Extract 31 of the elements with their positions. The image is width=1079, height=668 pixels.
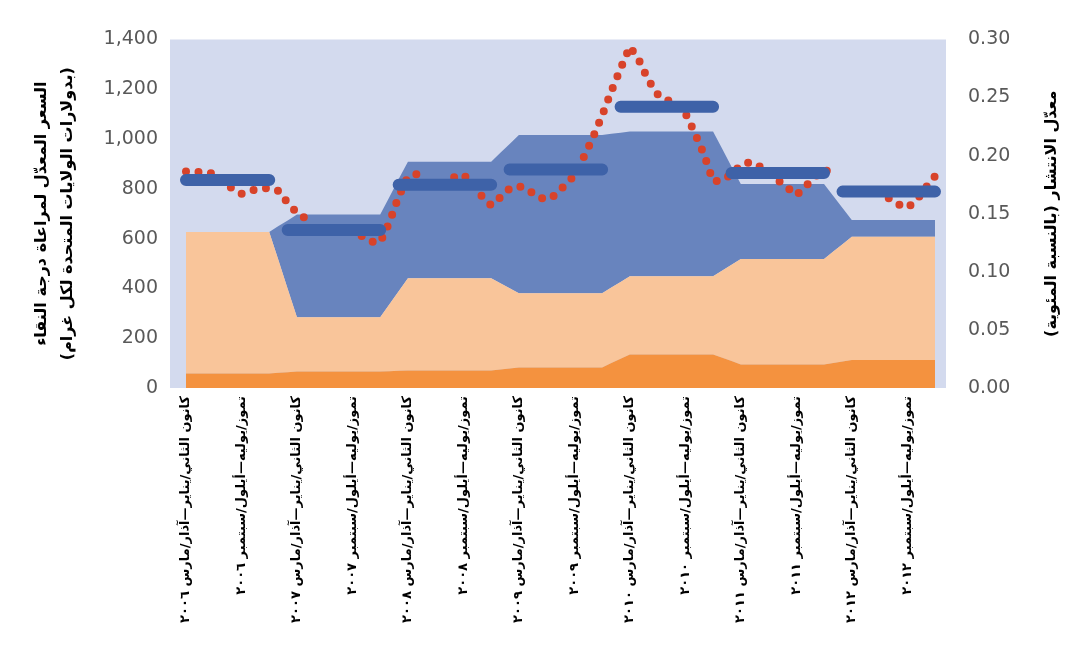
y-tick-label: 200: [121, 325, 158, 348]
x-tick-label: كانون الثاني/يناير—آذار/مارس ٢٠١٠: [620, 395, 637, 623]
x-tick-label: تموز/يوليه—أيلول/سبتمبر ٢٠١١: [786, 396, 803, 595]
y2-tick-label: 0.15: [968, 200, 1011, 223]
y-tick-label: 400: [121, 275, 158, 298]
y2-tick-label: 0.25: [968, 84, 1011, 107]
x-tick-label: تموز/يوليه—أيلول/سبتمبر ٢٠٠٩: [564, 396, 581, 595]
x-tick-label: كانون الثاني/يناير—آذار/مارس ٢٠١١: [731, 395, 748, 623]
y2-tick-label: 0.00: [968, 374, 1011, 397]
y2-tick-label: 0.20: [968, 142, 1011, 165]
x-tick-label: كانون الثاني/يناير—آذار/مارس ٢٠٠٨: [398, 395, 415, 623]
x-tick-label: كانون الثاني/يناير—آذار/مارس ٢٠٠٩: [509, 395, 526, 623]
x-tick-label: كانون الثاني/يناير—آذار/مارس ٢٠١٢: [842, 395, 859, 623]
y-tick-label: 0: [145, 374, 158, 397]
x-tick-label: كانون الثاني/يناير—آذار/مارس ٢٠٠٧: [287, 395, 304, 623]
x-tick-label: كانون الثاني/يناير—آذار/مارس ٢٠٠٦: [176, 395, 193, 623]
x-tick-label: تموز/يوليه—أيلول/سبتمبر ٢٠٠٨: [453, 396, 470, 595]
y-tick-label: 600: [121, 225, 158, 248]
y-axis-title: السعر المعدّل لمراعاة درجة النقاء (بدولارات الولايات المتحدة لكل غرام): [31, 67, 77, 361]
y-tick-label: 800: [121, 175, 158, 198]
y2-axis-title: معدّل الانتشار (بالنسبة المئوية): [1041, 90, 1061, 337]
y-tick-label: 1,000: [103, 125, 158, 148]
x-tick-label: تموز/يوليه—أيلول/سبتمبر ٢٠٠٦: [231, 396, 248, 595]
y2-tick-label: 0.05: [968, 316, 1011, 339]
x-tick-label: تموز/يوليه—أيلول/سبتمبر ٢٠١٢: [897, 396, 914, 595]
x-tick-label: تموز/يوليه—أيلول/سبتمبر ٢٠٠٧: [342, 396, 359, 595]
y2-tick-label: 0.30: [968, 26, 1011, 49]
x-tick-label: تموز/يوليه—أيلول/سبتمبر ٢٠١٠: [675, 396, 692, 595]
y-tick-label: 1,400: [103, 26, 158, 49]
y-tick-label: 1,200: [103, 76, 158, 99]
y2-tick-label: 0.10: [968, 258, 1011, 281]
